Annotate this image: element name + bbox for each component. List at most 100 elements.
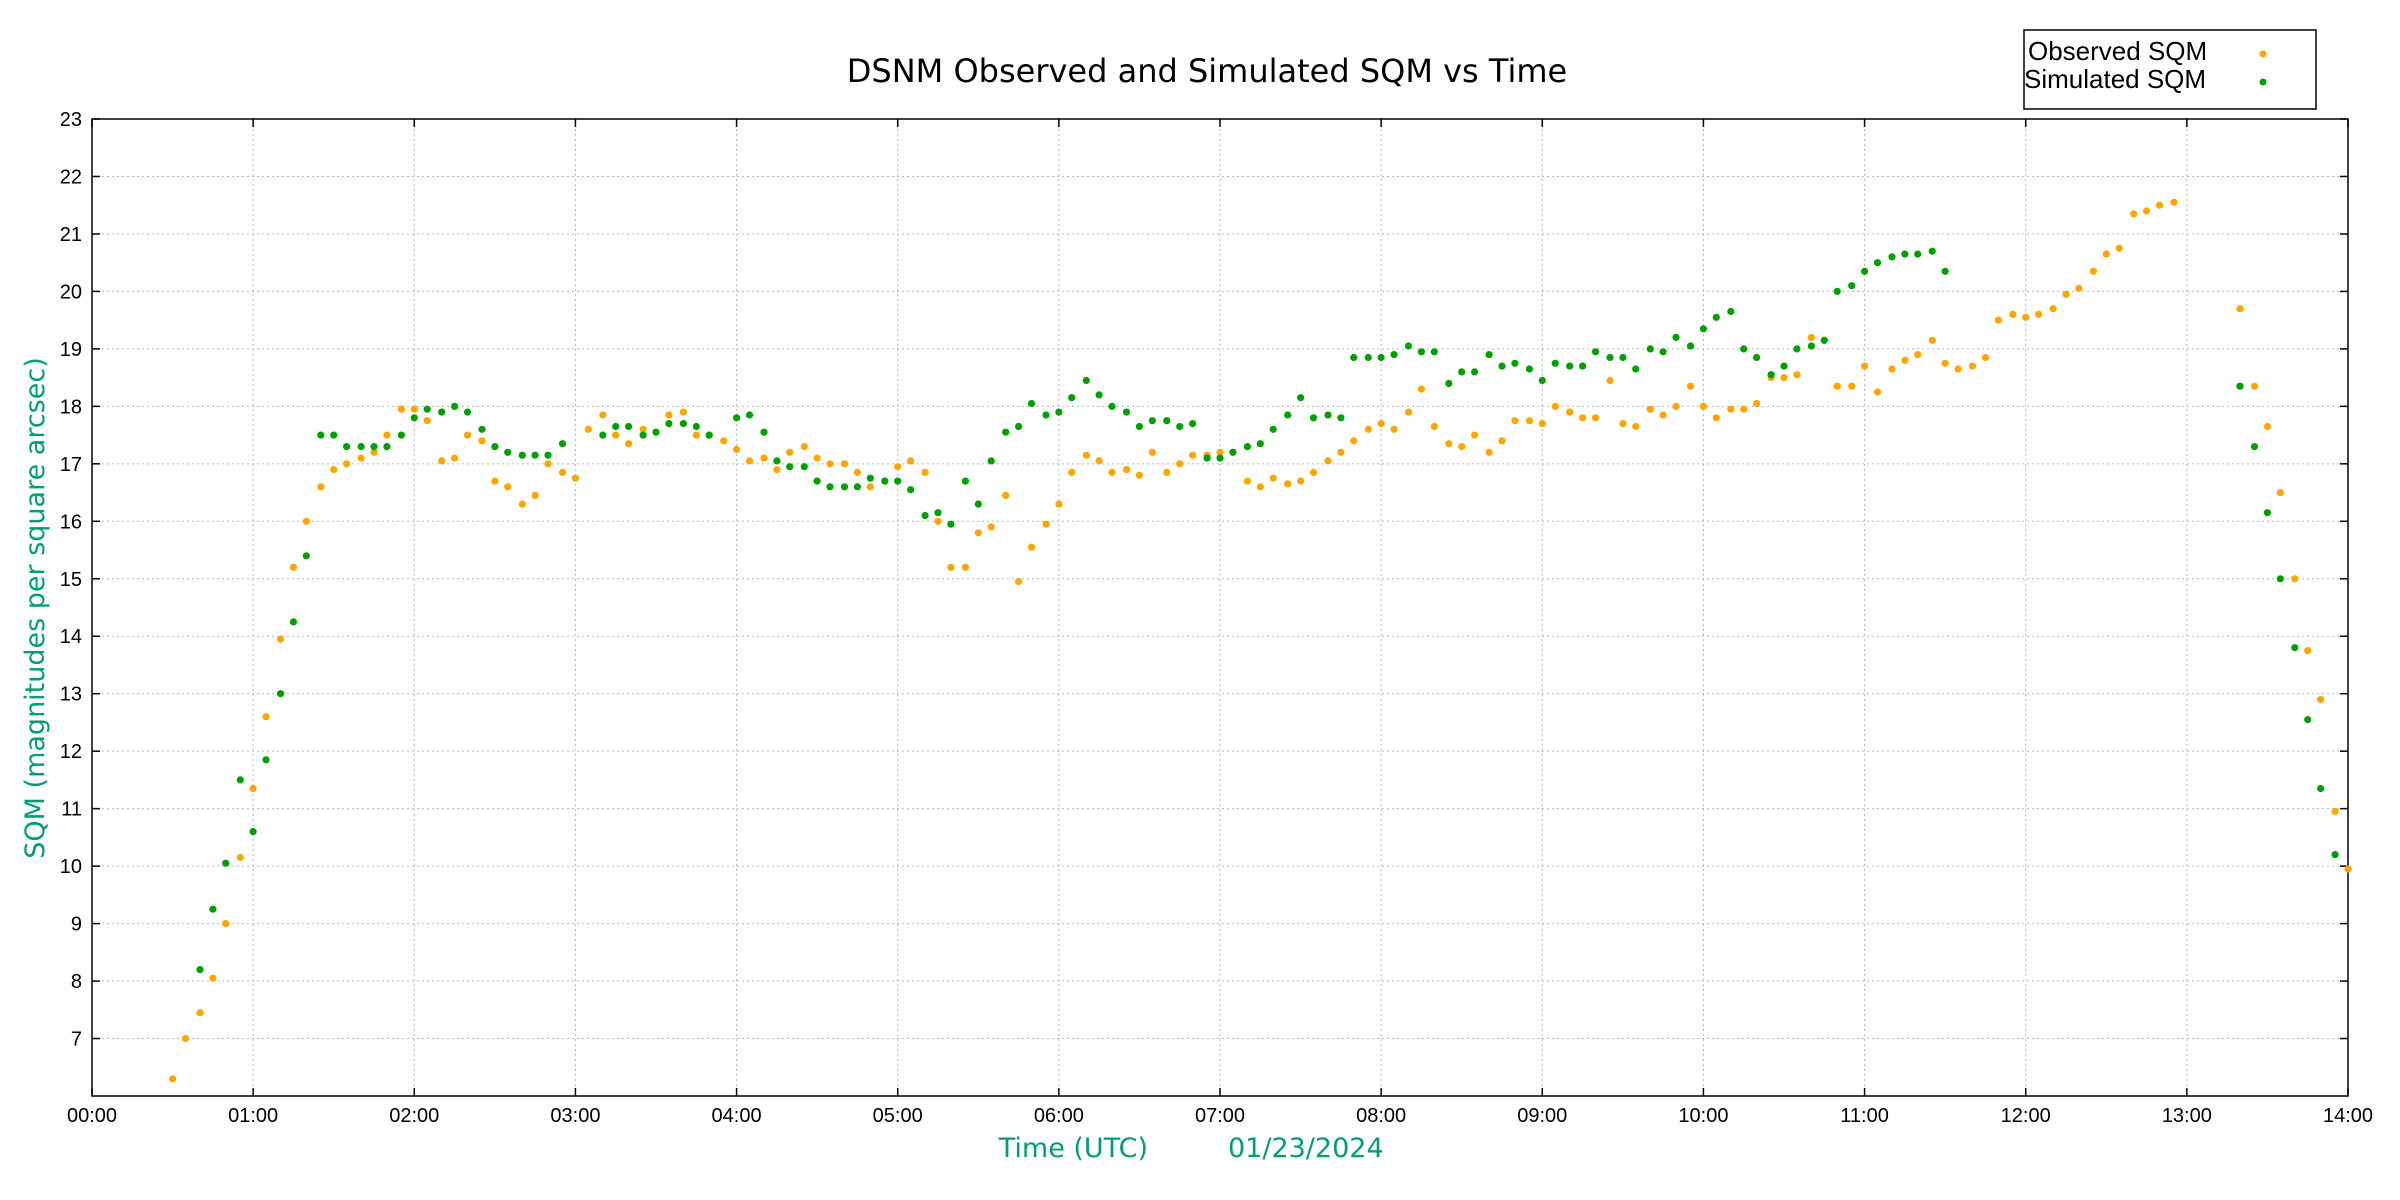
- simulated-point: [463, 408, 472, 416]
- simulated-point: [2317, 784, 2325, 793]
- simulated-point: [1619, 353, 1627, 362]
- simulated-point: [1337, 414, 1345, 422]
- y-tick-label: 12: [60, 741, 82, 763]
- simulated-point: [1122, 408, 1131, 416]
- simulated-point: [383, 443, 391, 451]
- observed-point: [733, 445, 741, 454]
- observed-point: [2170, 198, 2178, 206]
- observed-point: [196, 1009, 204, 1017]
- observed-point: [504, 483, 512, 491]
- simulated-point: [1269, 425, 1277, 433]
- simulated-point: [1928, 247, 1936, 255]
- observed-point: [974, 529, 982, 537]
- simulated-point: [599, 431, 607, 439]
- observed-point: [2276, 489, 2284, 497]
- simulated-point: [1767, 371, 1775, 379]
- simulated-point: [1015, 422, 1023, 431]
- observed-point: [934, 517, 942, 525]
- simulated-point: [196, 966, 204, 974]
- series-observed: [169, 198, 2352, 1083]
- simulated-point: [249, 828, 257, 836]
- observed-point: [1471, 431, 1479, 439]
- x-tick-label: 12:00: [2001, 1105, 2051, 1127]
- simulated-point: [1176, 422, 1184, 431]
- simulated-point: [1350, 353, 1358, 362]
- observed-point: [692, 431, 700, 439]
- observed-point: [1284, 480, 1292, 488]
- observed-point: [679, 408, 688, 416]
- simulated-point: [1297, 394, 1305, 402]
- observed-point: [262, 713, 270, 721]
- observed-point: [1511, 417, 1519, 425]
- x-tick-label: 11:00: [1840, 1105, 1889, 1127]
- observed-point: [1364, 425, 1372, 433]
- observed-point: [181, 1034, 190, 1043]
- observed-point: [1659, 411, 1667, 419]
- observed-point: [1888, 365, 1896, 373]
- simulated-point: [1551, 359, 1559, 367]
- simulated-point: [1216, 454, 1224, 462]
- observed-point: [1337, 448, 1345, 456]
- simulated-point: [1753, 353, 1761, 362]
- simulated-point: [934, 509, 942, 517]
- observed-point: [289, 563, 297, 571]
- simulated-point: [1135, 422, 1143, 431]
- simulated-point: [2291, 644, 2299, 652]
- observed-point: [1566, 408, 1574, 416]
- observed-point: [317, 483, 325, 491]
- simulated-point: [531, 451, 539, 459]
- legend-entry-observed: Observed SQM: [2028, 36, 2207, 66]
- chart-title: DSNM Observed and Simulated SQM vs Time: [847, 52, 1567, 90]
- observed-point: [2009, 310, 2017, 318]
- observed-point: [625, 440, 633, 448]
- y-tick-label: 13: [60, 684, 82, 706]
- simulated-point: [1699, 325, 1707, 333]
- simulated-point: [410, 414, 418, 422]
- observed-point: [2236, 305, 2244, 313]
- y-tick-label: 17: [60, 454, 82, 476]
- simulated-point: [853, 483, 862, 491]
- observed-point: [410, 405, 418, 413]
- simulated-point: [1042, 411, 1050, 419]
- x-tick-label: 10:00: [1678, 1105, 1728, 1127]
- simulated-point: [544, 451, 552, 459]
- observed-point: [2304, 647, 2312, 655]
- observed-point: [720, 437, 728, 445]
- simulated-point: [679, 420, 688, 428]
- observed-point: [2130, 210, 2138, 218]
- observed-point: [1458, 443, 1466, 451]
- simulated-point: [745, 411, 754, 419]
- observed-point: [1632, 422, 1640, 431]
- simulated-point: [1833, 287, 1841, 295]
- observed-point: [1686, 382, 1695, 390]
- simulated-point: [1659, 348, 1667, 356]
- observed-point: [2291, 575, 2299, 583]
- simulated-point: [317, 431, 325, 439]
- observed-point: [1082, 451, 1090, 459]
- observed-point: [222, 920, 230, 928]
- simulated-point: [625, 422, 633, 431]
- simulated-point: [2276, 575, 2284, 583]
- observed-point: [1445, 440, 1453, 448]
- simulated-point: [987, 457, 995, 465]
- data-points: [169, 198, 2352, 1083]
- observed-point: [1727, 405, 1735, 413]
- observed-point: [2022, 313, 2030, 321]
- observed-point: [1538, 420, 1546, 428]
- simulated-point: [276, 690, 285, 698]
- y-tick-label: 23: [60, 109, 82, 131]
- observed-point: [1002, 491, 1010, 499]
- simulated-point: [262, 756, 270, 764]
- simulated-point: [2304, 716, 2312, 724]
- simulated-point: [1471, 368, 1479, 376]
- simulated-point: [813, 477, 821, 485]
- simulated-point: [357, 443, 365, 451]
- legend: Observed SQM Simulated SQM: [2023, 29, 2317, 110]
- simulated-point: [881, 477, 889, 485]
- observed-point: [813, 454, 821, 462]
- observed-point: [1027, 543, 1036, 551]
- simulated-point: [1566, 362, 1574, 370]
- observed-point: [1833, 382, 1841, 390]
- observed-point: [383, 431, 391, 439]
- simulated-point: [665, 420, 673, 428]
